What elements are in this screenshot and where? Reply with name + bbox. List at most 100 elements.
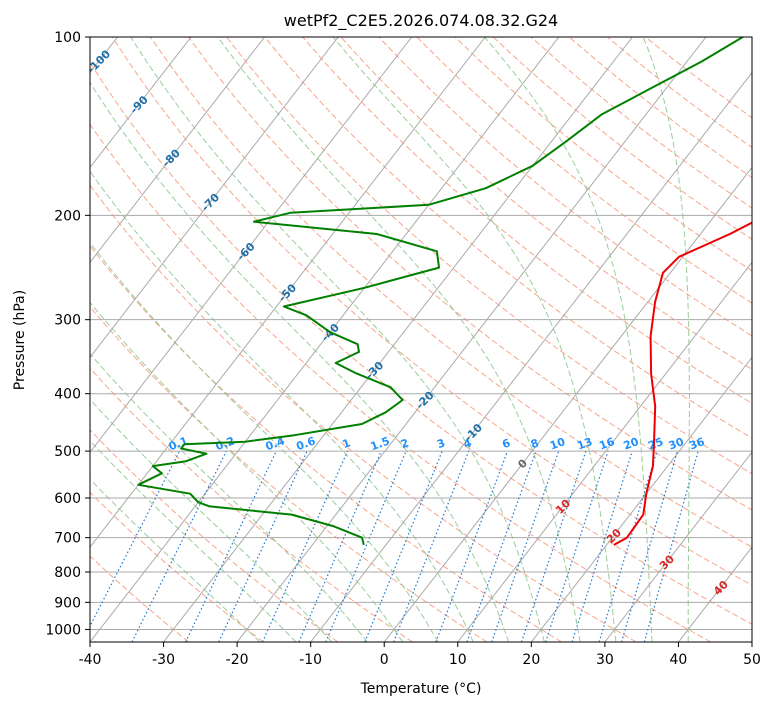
x-tick-label: -10	[299, 652, 322, 668]
x-tick-label: 40	[670, 652, 688, 668]
x-tick-label: 30	[596, 652, 614, 668]
x-tick-label: 50	[743, 652, 761, 668]
isotherm-label: -70	[199, 191, 222, 214]
moist-adiabat	[90, 242, 439, 642]
isotherm-line	[383, 166, 752, 642]
isotherm-label: 20	[604, 526, 624, 546]
moist-adiabat	[90, 301, 404, 642]
y-tick-label: 500	[54, 444, 81, 460]
dry-adiabat	[111, 37, 752, 586]
mixing-ratio-line	[325, 450, 407, 642]
mixing-ratio-label: 30	[667, 435, 686, 453]
x-tick-label: -20	[226, 652, 249, 668]
dry-adiabat	[644, 37, 752, 119]
mixing-ratio-label: 13	[575, 435, 594, 452]
y-axis-label: Pressure (hPa)	[12, 290, 28, 390]
mixing-ratio-line	[466, 450, 537, 642]
moist-adiabat	[90, 478, 261, 642]
y-tick-label: 1000	[45, 622, 81, 638]
dry-adiabat	[90, 491, 264, 642]
isotherm-line	[457, 261, 752, 642]
y-tick-label: 800	[54, 565, 81, 581]
dry-adiabat	[378, 37, 752, 337]
isotherm-label: 30	[657, 552, 677, 572]
isotherm-label: -50	[276, 281, 299, 304]
mixing-ratio-line	[90, 450, 181, 628]
dry-adiabat	[90, 184, 637, 642]
dry-adiabat	[90, 367, 413, 642]
isotherm-line	[90, 37, 486, 548]
dry-adiabat	[568, 37, 752, 179]
mixing-ratio-line	[491, 450, 560, 642]
dry-adiabat	[302, 37, 752, 404]
mixing-ratio-line	[643, 450, 699, 642]
y-tick-label: 100	[54, 30, 81, 46]
y-tick-label: 300	[54, 313, 81, 329]
isotherm-label: 40	[711, 578, 731, 598]
isotherm-line	[90, 37, 192, 169]
dry-adiabat	[226, 37, 752, 475]
isotherm-label: -20	[413, 388, 436, 411]
mixing-ratio-label: 6	[501, 436, 513, 451]
dry-adiabat	[492, 37, 752, 240]
mixing-ratio-label: 1	[341, 436, 353, 451]
moist-adiabat	[217, 37, 581, 642]
dry-adiabat	[90, 245, 562, 642]
x-tick-label: 10	[449, 652, 467, 668]
x-tick-label: -40	[79, 652, 102, 668]
isotherm-line	[530, 356, 752, 642]
dry-adiabat	[90, 555, 190, 642]
isotherm-label: 10	[553, 497, 573, 517]
background-lines	[90, 37, 752, 642]
dewpoint-line	[137, 37, 744, 546]
isotherm-line	[310, 71, 752, 642]
moist-adiabat	[332, 37, 617, 642]
moist-adiabat	[642, 37, 690, 642]
y-tick-label: 600	[54, 491, 81, 507]
isotherm-line	[163, 37, 633, 642]
isotherm-line	[90, 37, 266, 264]
mixing-ratio-label: 0.6	[294, 434, 317, 453]
mixing-ratio-line	[598, 450, 658, 642]
isotherm-line	[678, 546, 752, 642]
moist-adiabat	[90, 170, 474, 642]
mixing-ratio-line	[571, 450, 633, 642]
isotherm-line	[236, 37, 707, 642]
isotherm-line	[604, 451, 752, 642]
dry-adiabat	[90, 306, 488, 642]
dry-adiabat	[530, 37, 752, 209]
mixing-ratio-label: 8	[529, 436, 541, 451]
mixing-ratio-label: 2	[399, 436, 411, 451]
dry-adiabat	[340, 37, 752, 370]
isotherm-line	[90, 37, 413, 453]
moist-adiabat	[90, 81, 510, 642]
mixing-ratio-label: 25	[646, 435, 665, 452]
dry-adiabat	[149, 37, 752, 548]
mixing-ratio-line	[298, 450, 382, 642]
x-axis-label: Temperature (°C)	[360, 681, 482, 697]
dry-adiabat	[454, 37, 752, 272]
isotherm-line	[751, 641, 752, 642]
y-tick-label: 900	[54, 595, 81, 611]
mixing-ratio-label: 1.5	[369, 434, 392, 453]
isotherm-label: -100	[85, 47, 114, 76]
dry-adiabat	[90, 61, 752, 625]
y-tick-label: 200	[54, 208, 81, 224]
mixing-ratio-label: 36	[688, 435, 707, 453]
mixing-ratio-line	[435, 450, 509, 642]
mixing-ratio-line	[520, 450, 587, 642]
sounding-series	[137, 37, 752, 546]
moist-adiabat	[90, 398, 333, 642]
mixing-ratio-label: 10	[548, 435, 567, 453]
axes-ticks: -40 -30 -20 -10 0 10 20 30 40 5010020030040050060…	[45, 30, 761, 668]
temperature-line	[613, 221, 752, 546]
mixing-ratio-label: 16	[597, 435, 616, 453]
mixing-ratio-line	[185, 450, 277, 642]
moist-adiabat	[130, 37, 545, 642]
dry-adiabat	[90, 123, 712, 642]
isotherm-label: -90	[128, 93, 151, 116]
isotherm-line	[90, 37, 560, 642]
y-tick-label: 400	[54, 387, 81, 403]
dry-adiabat	[416, 37, 752, 304]
mixing-ratio-label: 0.2	[214, 434, 237, 453]
